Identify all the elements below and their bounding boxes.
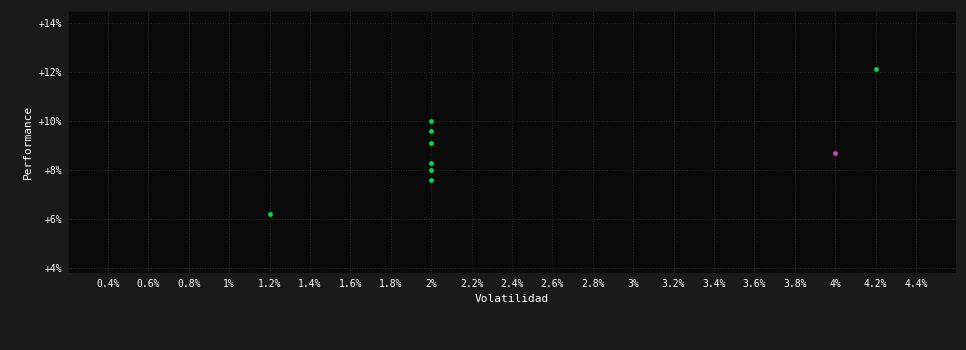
Point <box>423 118 439 124</box>
Point <box>423 128 439 133</box>
Point <box>423 177 439 183</box>
Point <box>262 211 277 217</box>
Point <box>828 150 843 156</box>
Point <box>423 140 439 146</box>
Point <box>867 66 883 72</box>
Y-axis label: Performance: Performance <box>23 105 33 179</box>
Point <box>423 167 439 173</box>
Point <box>423 160 439 166</box>
X-axis label: Volatilidad: Volatilidad <box>475 294 549 304</box>
